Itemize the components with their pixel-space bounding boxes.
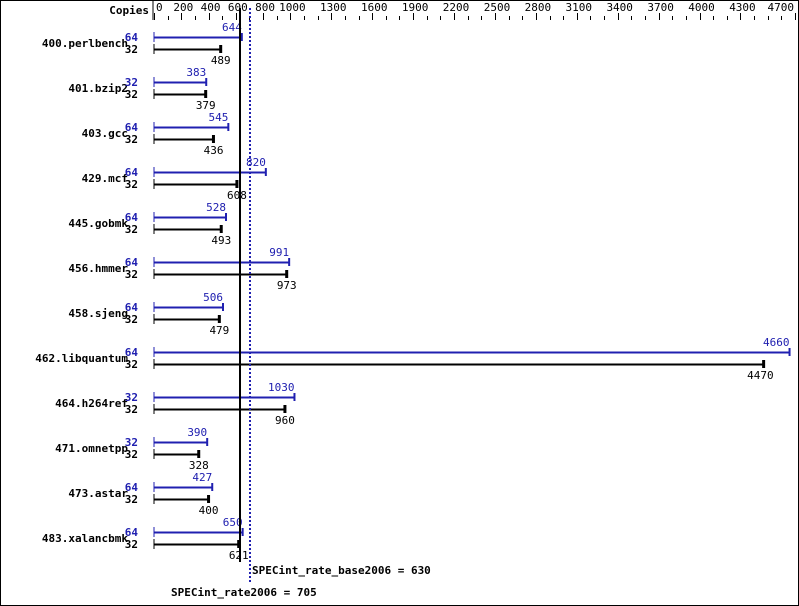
base-value-label: 493 [211, 234, 231, 247]
tick-label: 4700 [768, 1, 795, 14]
peak-value-label: 1030 [268, 381, 295, 394]
peak-copies-label: 64 [125, 166, 139, 179]
base-copies-label: 32 [125, 268, 138, 281]
peak-value-label: 528 [206, 201, 226, 214]
peak-copies-label: 64 [125, 346, 139, 359]
base-copies-label: 32 [125, 133, 138, 146]
tick-label: 3700 [647, 1, 674, 14]
tick-label: 800 [255, 1, 275, 14]
base-value-label: 973 [277, 279, 297, 292]
base-copies-label: 32 [125, 403, 138, 416]
tick-label: 2200 [443, 1, 470, 14]
benchmark-label: 458.sjeng [68, 307, 128, 320]
base-copies-label: 32 [125, 313, 138, 326]
peak-value-label: 390 [187, 426, 207, 439]
peak-value-label: 650 [223, 516, 243, 529]
peak-metric-label: SPECint_rate2006 = 705 [171, 586, 317, 599]
peak-copies-label: 32 [125, 76, 138, 89]
tick-label: 1600 [361, 1, 388, 14]
benchmark-label: 473.astar [68, 487, 128, 500]
base-copies-label: 32 [125, 493, 138, 506]
benchmark-label: 403.gcc [82, 127, 128, 140]
base-value-label: 608 [227, 189, 247, 202]
tick-label: 3400 [606, 1, 633, 14]
base-copies-label: 32 [125, 448, 138, 461]
base-copies-label: 32 [125, 223, 138, 236]
base-copies-label: 32 [125, 88, 138, 101]
peak-value-label: 427 [192, 471, 212, 484]
base-copies-label: 32 [125, 538, 138, 551]
benchmark-label: 401.bzip2 [68, 82, 128, 95]
peak-value-label: 4660 [763, 336, 790, 349]
peak-value-label: 644 [222, 21, 242, 34]
peak-copies-label: 64 [125, 481, 139, 494]
benchmark-label: 471.omnetpp [55, 442, 128, 455]
benchmark-label: 445.gobmk [68, 217, 128, 230]
base-value-label: 436 [204, 144, 224, 157]
peak-value-label: 545 [208, 111, 228, 124]
peak-copies-label: 64 [125, 256, 139, 269]
benchmark-label: 464.h264ref [55, 397, 128, 410]
tick-label: 600 [228, 1, 248, 14]
tick-label: 1000 [279, 1, 306, 14]
tick-label: 200 [173, 1, 193, 14]
base-value-label: 379 [196, 99, 216, 112]
peak-copies-label: 32 [125, 436, 138, 449]
tick-label: 1900 [402, 1, 429, 14]
base-copies-label: 32 [125, 358, 138, 371]
tick-label: 4000 [688, 1, 715, 14]
peak-copies-label: 32 [125, 391, 138, 404]
peak-copies-label: 64 [125, 121, 139, 134]
benchmark-label: 462.libquantum [35, 352, 128, 365]
base-value-label: 621 [229, 549, 249, 562]
base-value-label: 960 [275, 414, 295, 427]
benchmark-label: 429.mcf [82, 172, 128, 185]
peak-copies-label: 64 [125, 31, 139, 44]
base-metric-label: SPECint_rate_base2006 = 630 [252, 564, 431, 577]
tick-label: 2500 [484, 1, 511, 14]
axis-header-label: Copies [109, 4, 149, 17]
tick-label: 0 [156, 1, 163, 14]
base-value-label: 4470 [747, 369, 774, 382]
tick-label: 2800 [525, 1, 552, 14]
peak-value-label: 506 [203, 291, 223, 304]
tick-label: 3100 [566, 1, 593, 14]
base-value-label: 400 [199, 504, 219, 517]
benchmark-label: 483.xalancbmk [42, 532, 128, 545]
tick-label: 1300 [320, 1, 347, 14]
benchmark-label: 456.hmmer [68, 262, 128, 275]
peak-value-label: 383 [186, 66, 206, 79]
peak-copies-label: 64 [125, 301, 139, 314]
peak-value-label: 820 [246, 156, 266, 169]
base-value-label: 489 [211, 54, 231, 67]
peak-copies-label: 64 [125, 211, 139, 224]
base-copies-label: 32 [125, 178, 138, 191]
peak-copies-label: 64 [125, 526, 139, 539]
base-value-label: 328 [189, 459, 209, 472]
base-copies-label: 32 [125, 43, 138, 56]
benchmark-label: 400.perlbench [42, 37, 128, 50]
tick-label: 400 [201, 1, 221, 14]
tick-label: 4300 [729, 1, 756, 14]
peak-value-label: 991 [269, 246, 289, 259]
base-value-label: 479 [209, 324, 229, 337]
